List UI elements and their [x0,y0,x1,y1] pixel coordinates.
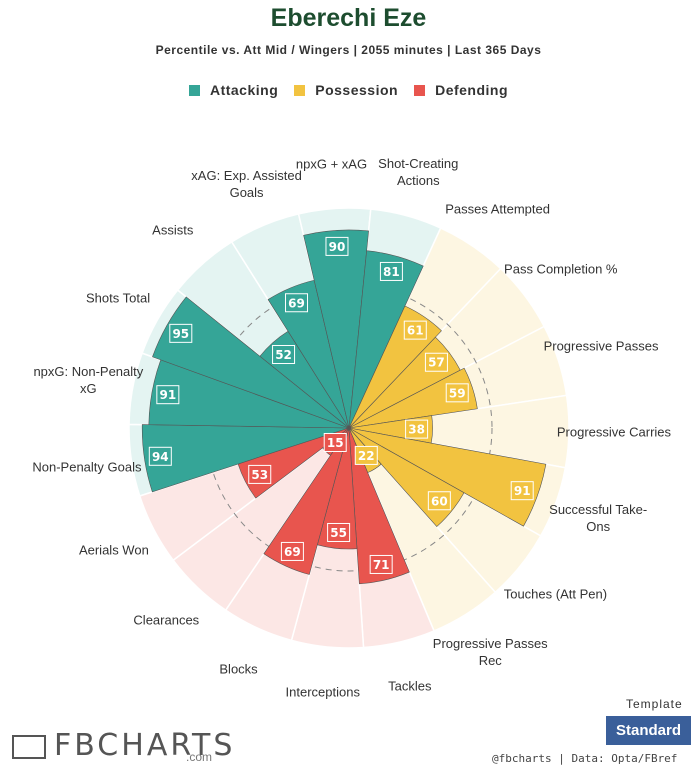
chart-title: Eberechi Eze [270,4,427,32]
legend-label: Attacking [209,82,279,98]
chart-subtitle: Percentile vs. Att Mid / Wingers | 2055 … [155,43,542,57]
value-label-box [248,464,272,484]
value-label-box [427,491,451,511]
value-label: 60 [431,494,448,508]
value-label-box [148,446,172,466]
value-label-box [323,432,347,452]
category-label: Successful Take-Ons [549,502,648,535]
template-label: Template [626,697,683,711]
value-label: 57 [428,356,445,370]
logo-suffix: .com [186,750,213,764]
category-label: xAG: Exp. Assisted Goals [191,167,302,200]
bar [348,427,410,585]
category-label: Aerials Won [78,542,149,558]
category-label: Clearances [133,612,200,628]
bar [141,424,350,493]
category-label: Pass Completion % [504,261,618,277]
legend-swatch [188,85,200,96]
category-label: Progressive Passes [543,338,659,354]
value-label: 71 [373,558,390,572]
value-label: 55 [330,526,347,540]
value-label: 91 [514,484,531,498]
value-label: 94 [152,450,169,464]
category-label: Interceptions [285,684,360,700]
value-label: 59 [449,386,466,400]
bar [303,229,369,429]
value-label-box [280,541,304,561]
value-label-box [169,323,193,343]
value-label-box [424,352,448,372]
value-label-box [327,522,351,542]
legend-label: Possession [315,82,399,98]
logo: FBCHARTS [54,728,236,763]
legend-item: Defending [414,82,508,98]
credit: @fbcharts | Data: Opta/FBref [492,752,678,765]
category-label: Blocks [219,661,258,677]
value-label: 90 [329,240,346,254]
category-label: Non-Penalty Goals [32,459,142,475]
category-label: Shot-Creating Actions [378,156,459,189]
value-label: 53 [251,468,268,482]
value-label-box [403,320,427,340]
legend-swatch [414,85,426,96]
bars [141,229,547,585]
value-labels: 94 91 95 52 69 90 81 61 57 59 38 91 60 22 71 55 69 15 53 [148,236,534,574]
category-label: Progressive Carries [556,424,672,440]
bar [348,367,478,429]
value-label-box [354,445,378,465]
value-label: 81 [383,265,400,279]
value-label: 15 [327,436,344,450]
category-label: npxG + xAG [295,156,368,172]
category-label: Shots Total [86,290,151,306]
value-label-box [445,383,469,403]
value-label-box [379,261,403,281]
value-label: 38 [408,423,425,437]
category-label: Progressive Passes Rec [432,636,548,669]
legend-swatch [294,85,306,96]
value-label: 69 [284,545,301,559]
value-label-box [510,481,534,501]
category-label: Assists [152,222,194,238]
category-label: Passes Attempted [445,201,550,217]
value-label-box [272,345,296,365]
value-label-box [325,236,349,256]
bar [348,427,547,527]
value-label-box [405,419,429,439]
bar [263,427,350,575]
value-label: 22 [358,449,375,463]
legend-item: Possession [294,82,398,98]
value-label: 95 [172,327,189,341]
value-label-box [369,554,393,574]
value-label-box [156,385,180,405]
value-label-box [285,293,309,313]
bar [348,250,424,429]
legend-label: Defending [435,82,509,98]
value-label: 61 [407,324,424,338]
value-label: 91 [159,388,176,402]
bar [152,296,350,429]
logo-icon [12,735,46,759]
template-button[interactable]: Standard [606,716,691,745]
value-label: 69 [288,296,305,310]
value-label: 52 [275,348,292,362]
legend: Attacking Possession Defending [0,82,697,98]
legend-item: Attacking [188,82,279,98]
category-label: Tackles [388,678,432,694]
category-label: Touches (Att Pen) [503,586,608,602]
category-label: npxG: Non-Penalty xG [33,364,144,397]
